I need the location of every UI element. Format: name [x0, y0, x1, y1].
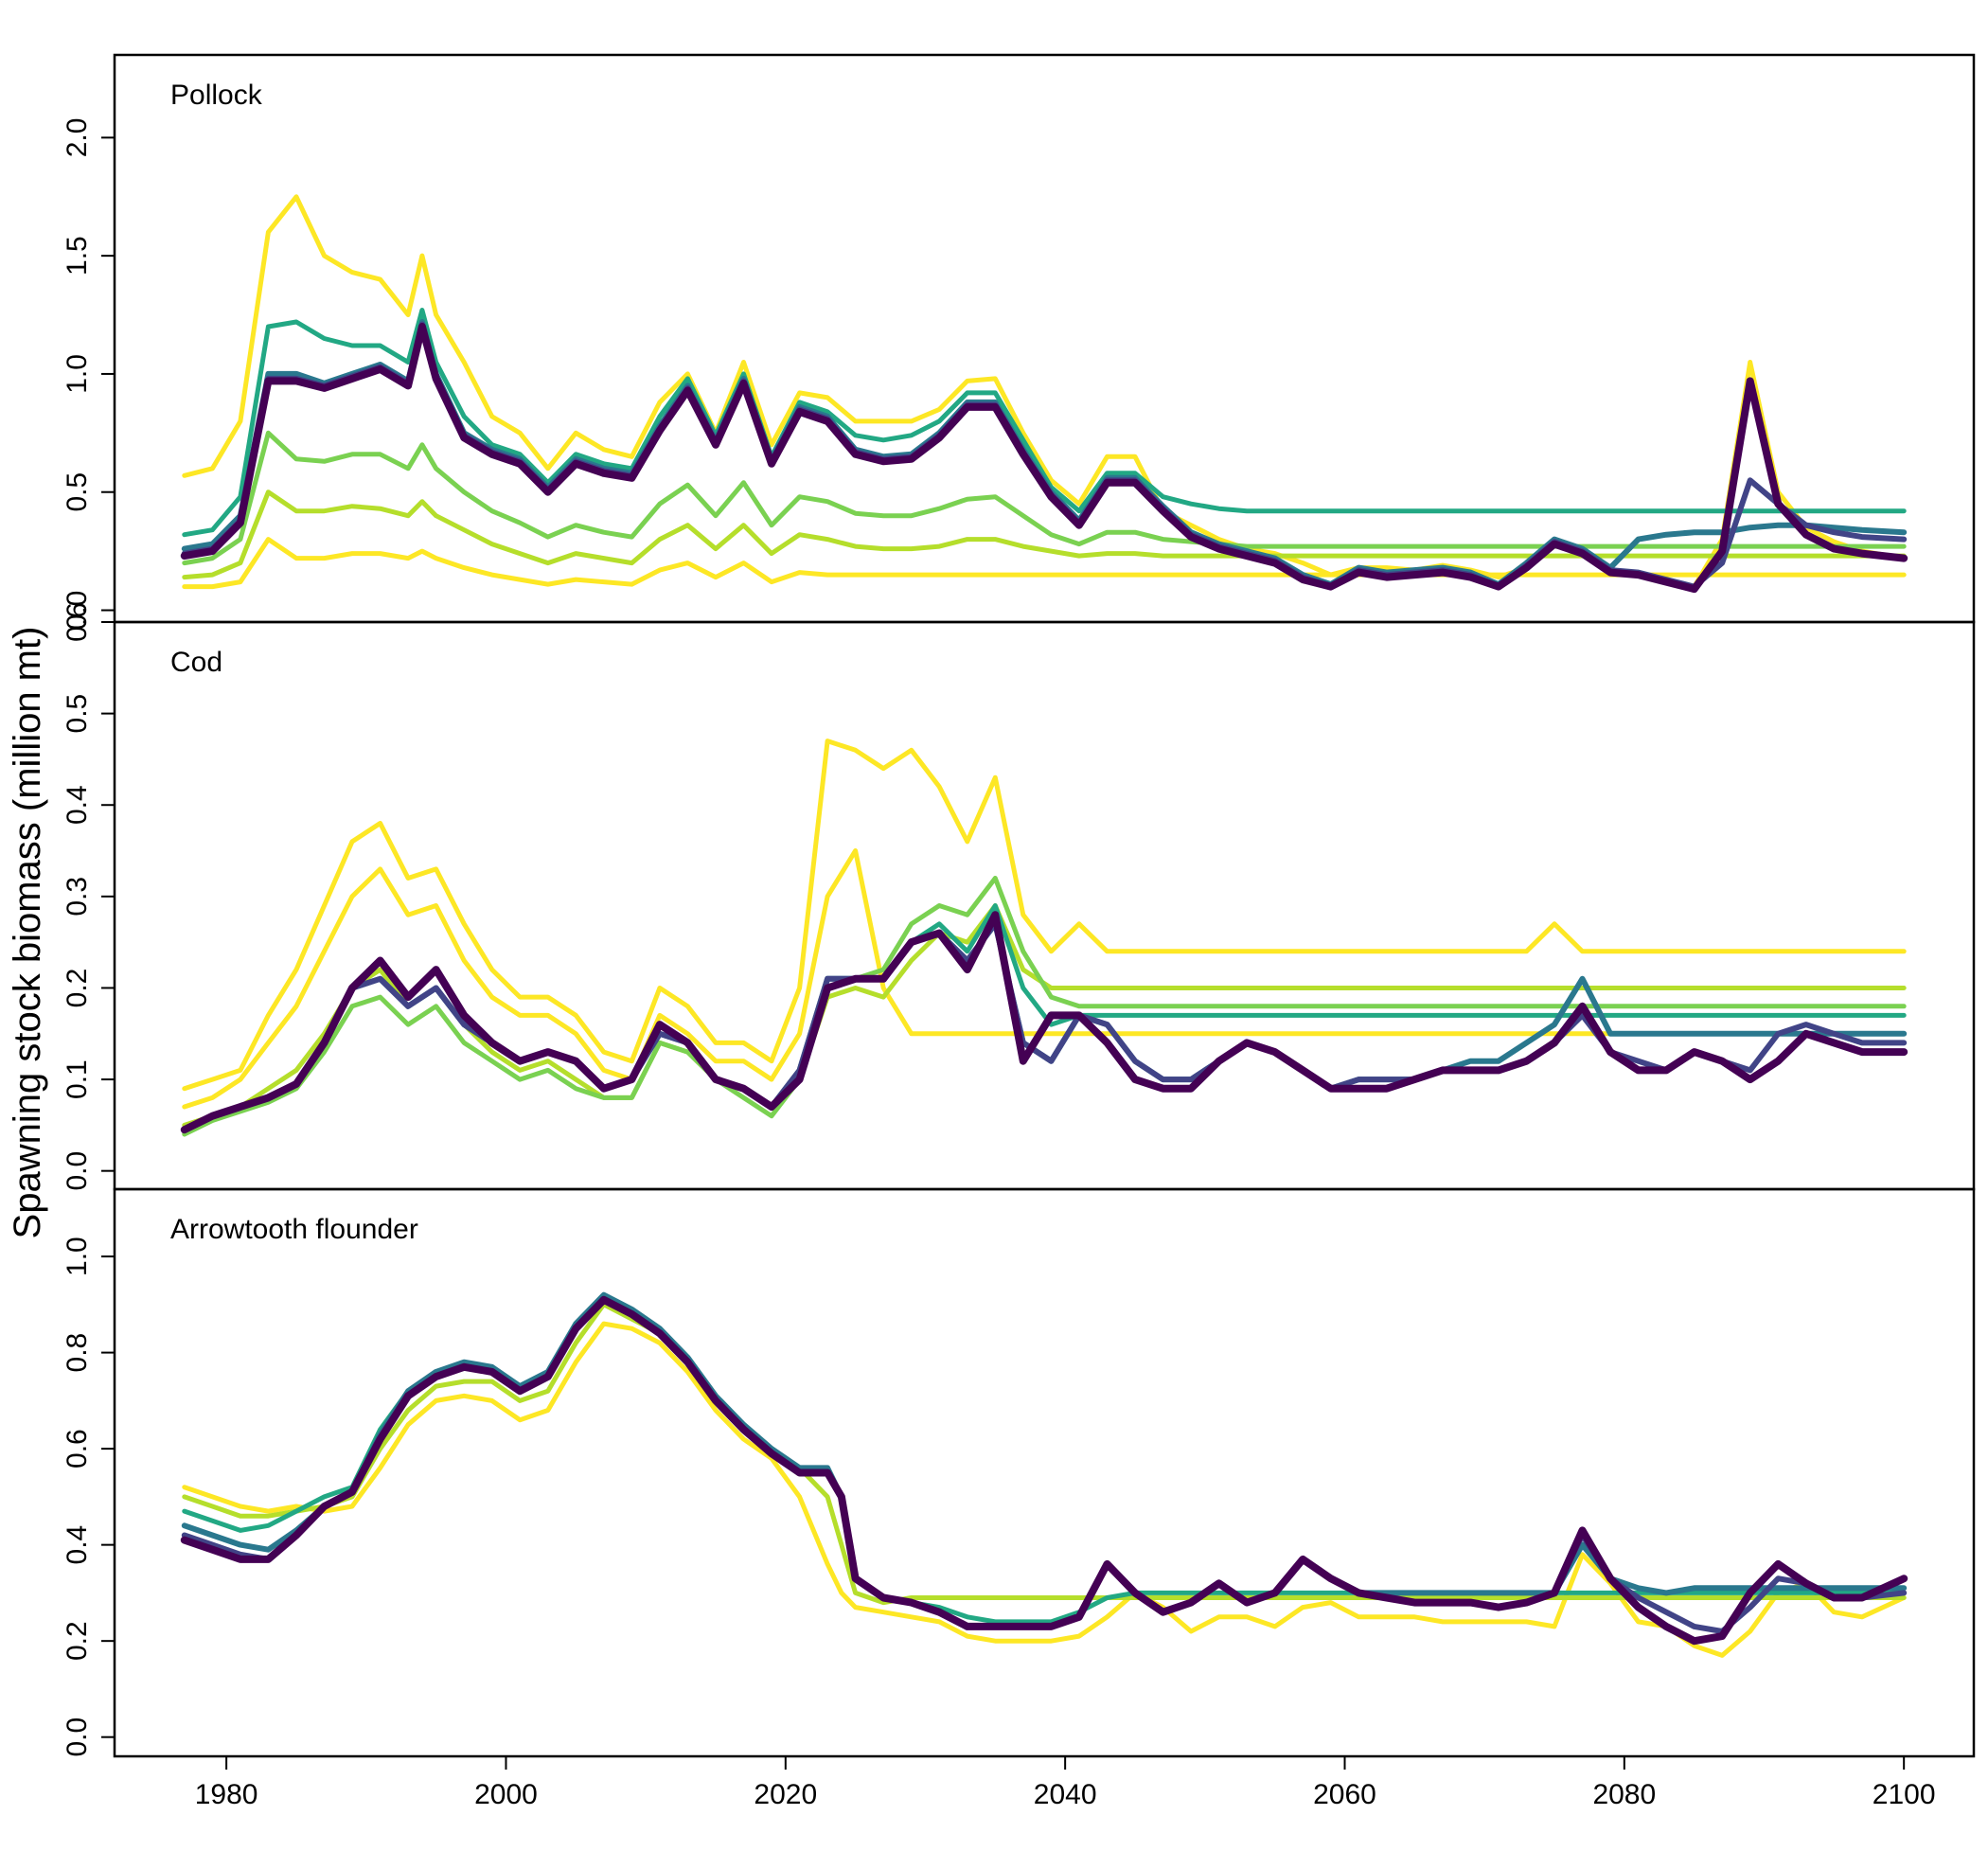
x-tick-label: 2000	[474, 1779, 538, 1810]
y-tick-label-arrowtooth-flounder: 0.4	[62, 1525, 93, 1565]
chart-panels: 0.0 0.5 1.0 1.5 2.0 Pollock 0.0 0.1 0.2 0.3 0.4 0.5…	[62, 53, 1976, 1758]
y-tick-label-arrowtooth-flounder: 0.0	[62, 1718, 93, 1757]
y-tick-label-cod: 0.0	[62, 1151, 93, 1191]
panel-frame-arrowtooth-flounder	[113, 1187, 1976, 1758]
panel-pollock: 0.0 0.5 1.0 1.5 2.0 Pollock	[62, 53, 1976, 631]
x-tick-label: 2060	[1313, 1779, 1376, 1810]
x-tick-label: 2080	[1592, 1779, 1656, 1810]
y-axis-label: Spawning stock biomass (million mt)	[7, 627, 48, 1239]
series-group-arrowtooth-flounder	[180, 1291, 1908, 1658]
y-tick-label-cod: 0.6	[62, 602, 93, 642]
series-line-arrowtooth-flounder-1	[182, 1321, 1907, 1658]
series-line-pollock-2	[182, 537, 1907, 590]
y-tick-label-cod: 0.4	[62, 785, 93, 825]
series-line-arrowtooth-flounder-4	[181, 1291, 1908, 1629]
series-group-cod	[180, 739, 1908, 1137]
y-tick-label-pollock: 0.0	[62, 591, 93, 631]
panel-frame-pollock	[113, 53, 1976, 624]
series-line-pollock-8	[180, 323, 1908, 594]
series-line-pollock-4	[182, 430, 1907, 566]
series-line-arrowtooth-flounder-2	[182, 1302, 1907, 1606]
y-tick-label-pollock: 1.0	[62, 354, 93, 394]
y-tick-label-arrowtooth-flounder: 0.2	[62, 1621, 93, 1661]
series-line-arrowtooth-flounder-6	[180, 1295, 1908, 1646]
panel-label-cod: Cod	[170, 647, 222, 678]
series-line-cod-4	[182, 876, 1907, 1137]
y-tick-label-cod: 0.1	[62, 1059, 93, 1099]
series-line-cod-8	[180, 911, 1908, 1134]
panel-arrowtooth-flounder: 0.0 0.2 0.4 0.6 0.8 1.0 Arrowtooth flounder	[62, 1187, 1976, 1758]
y-tick-label-pollock: 1.5	[62, 236, 93, 276]
y-tick-label-cod: 0.3	[62, 877, 93, 917]
series-line-arrowtooth-flounder-5	[181, 1296, 1908, 1634]
y-tick-label-arrowtooth-flounder: 0.8	[62, 1333, 93, 1373]
y-tick-label-pollock: 2.0	[62, 118, 93, 158]
x-axis: 1980 2000 2020 2040 2060 2080 2100	[195, 1755, 1936, 1810]
y-tick-label-arrowtooth-flounder: 0.6	[62, 1429, 93, 1468]
panel-label-arrowtooth-flounder: Arrowtooth flounder	[170, 1214, 418, 1245]
series-line-arrowtooth-flounder-3	[182, 1292, 1907, 1625]
y-tick-label-pollock: 0.5	[62, 472, 93, 512]
x-tick-label: 1980	[195, 1779, 258, 1810]
y-tick-label-arrowtooth-flounder: 1.0	[62, 1237, 93, 1276]
x-tick-label: 2020	[754, 1779, 817, 1810]
x-tick-label: 2040	[1034, 1779, 1097, 1810]
x-tick-label: 2100	[1873, 1779, 1936, 1810]
panel-label-pollock: Pollock	[170, 80, 263, 111]
series-line-pollock-5	[182, 308, 1907, 538]
y-tick-label-cod: 0.2	[62, 969, 93, 1008]
panel-cod: 0.0 0.1 0.2 0.3 0.4 0.5 0.6 Cod	[62, 602, 1976, 1191]
y-tick-label-cod: 0.5	[62, 694, 93, 734]
panel-frame-cod	[113, 620, 1976, 1191]
series-group-pollock	[180, 194, 1908, 594]
series-line-pollock-3	[182, 489, 1907, 580]
series-line-cod-1	[182, 739, 1907, 1092]
